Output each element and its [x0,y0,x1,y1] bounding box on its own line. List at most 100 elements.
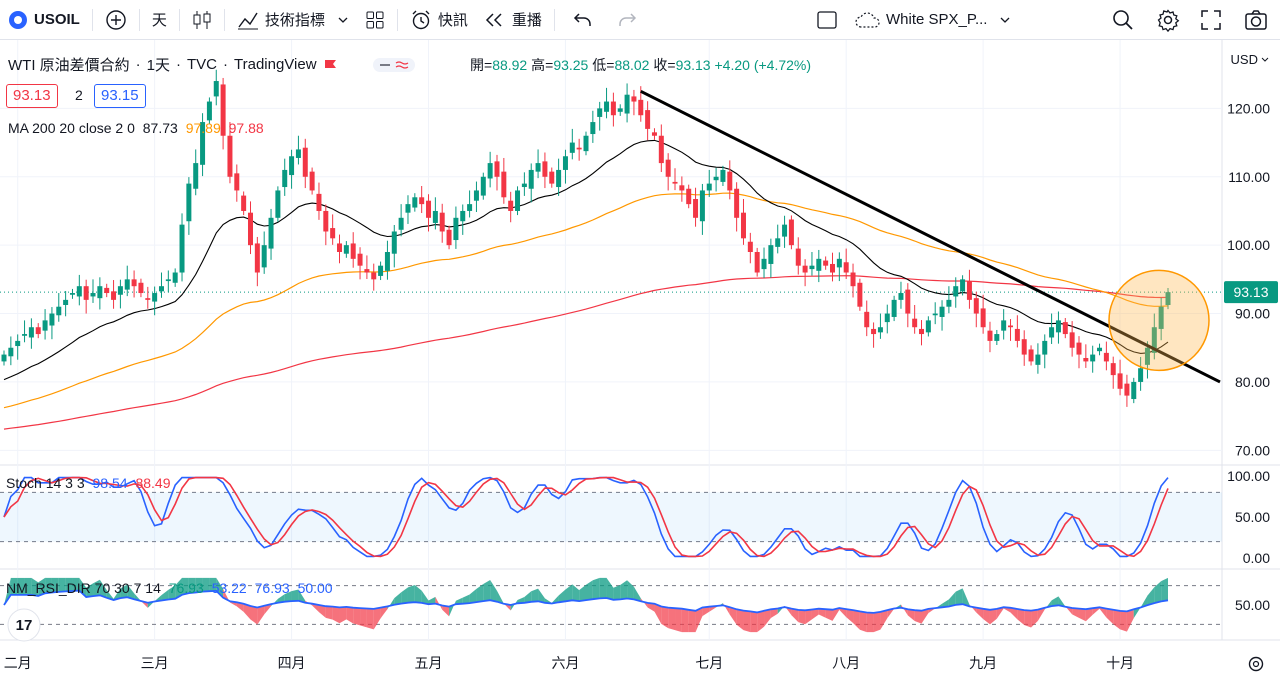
candle-body [1001,320,1007,331]
rsi-fill-segment [558,589,566,603]
candle-body [83,286,89,300]
candle-body [145,298,151,300]
rsi-fill-segment [1120,610,1127,632]
rsi-fill-segment [442,605,450,617]
candle-body [672,181,678,184]
legend-title: WTI 原油差價合約 [8,57,130,74]
candle-body [289,156,295,176]
sell-price-box[interactable]: 93.13 [6,84,58,108]
rsi-fill-segment [45,577,52,594]
rsi-fill-segment [681,608,689,633]
rsi-fill-segment [1017,609,1025,625]
chart-type-button[interactable] [184,0,220,40]
rsi-fill-segment [633,586,641,602]
rsi-fill-segment [743,610,751,633]
candle-body [343,245,349,254]
settings-button[interactable] [1146,0,1190,40]
buy-price-box[interactable]: 93.15 [94,84,146,108]
legend-interval: 1天 [146,57,170,74]
candle-body [460,210,466,222]
candle-body [213,81,219,97]
divider [223,8,225,31]
candle-body [768,245,774,264]
candle-body [1165,292,1171,305]
rsi-fill-segment [175,577,183,599]
candle-body [131,279,137,287]
interval-button[interactable]: 天 [151,12,167,29]
templates-button[interactable] [357,0,393,40]
candle-body [802,265,808,273]
last-price-badge [1224,281,1278,304]
candle-body [809,265,815,270]
rsi-fill-segment [339,606,347,624]
divider [91,8,93,31]
month-tick-label: 十月 [1106,655,1134,671]
trendline[interactable] [640,89,1221,384]
redo-button[interactable] [607,0,647,40]
indicators-button[interactable]: 技術指標 [229,0,357,40]
divider [553,8,555,31]
candle-body [665,159,671,177]
rewind-icon [485,12,502,27]
low-label: 低= [592,57,615,73]
rsi-fill-segment [469,588,477,604]
rsi-fill-segment [825,609,833,621]
grid-icon [366,11,384,28]
rsi-fill-segment [291,589,299,602]
rsi-fill-segment [51,577,59,593]
ma-value-black: 87.73 [142,120,178,136]
rsi-fill-segment [853,610,860,630]
candle-body [1069,332,1075,348]
candle-body [487,163,493,179]
chart-canvas[interactable]: 120.00 110.00 100.00 90.00 80.00 70.00 USD 二月 三月… [0,40,1280,679]
rsi-fill-segment [887,608,895,619]
rsi-fill-segment [250,606,258,625]
rsi-fill-segment [318,605,326,618]
candle-body [1097,347,1103,352]
rsi-legend[interactable]: NM_RSI_DIR 70 30 7 14 76.93 53.22 76.93 … [6,580,333,596]
candle-body [124,279,130,290]
time-axis-settings-icon[interactable] [1248,656,1264,672]
candle-body [686,188,692,205]
snapshot-button[interactable] [1232,0,1280,40]
stoch-k-value: 98.54 [92,475,128,491]
rsi-fill-segment [996,607,1004,619]
candle-body [309,171,315,191]
rsi-fill-segment [1106,608,1114,625]
fullscreen-button[interactable] [1190,0,1232,40]
rsi-fill-segment [1024,610,1032,628]
month-tick-label: 八月 [832,655,860,671]
flag-icon[interactable] [323,58,339,72]
legend-toggle[interactable] [372,57,415,72]
candle-body [1138,368,1144,382]
alert-button[interactable]: 快訊 [402,0,476,40]
candle-body [186,183,192,222]
symbol-search[interactable]: USOIL [0,0,88,40]
highlight-circle[interactable] [1108,269,1210,372]
rsi-fill-segment [654,603,662,624]
ma-legend[interactable]: MA 200 20 close 2 0 87.73 97.89 97.88 [8,120,264,136]
rsi-fill-segment [99,579,107,598]
rsi-fill-segment [1140,595,1148,608]
undo-button[interactable] [559,0,607,40]
user-drawings[interactable] [640,89,1221,384]
candle-body [371,272,377,280]
candle-body [1049,327,1055,338]
rsi-label: NM_RSI_DIR 70 30 7 14 [6,580,161,596]
candle-body [1,354,7,362]
stoch-legend[interactable]: Stoch 14 3 3 98.54 88.49 [6,475,171,491]
fullscreen-toggle[interactable] [808,0,846,40]
search-button[interactable] [1100,0,1146,40]
ma-value-red: 97.88 [228,120,264,136]
rsi-fill-segment [65,577,73,592]
layout-menu[interactable]: White SPX_P... [846,0,1019,40]
candle-body [925,320,931,333]
high-label: 高= [531,57,554,73]
ohlc-values: 開=88.92 高=93.25 低=88.02 收=93.13 +4.20 (+… [470,55,811,75]
replay-button[interactable]: 重播 [476,0,550,40]
rsi-fill-segment [592,577,600,600]
candle-body [261,245,267,268]
compare-button[interactable] [97,0,135,40]
rsi-fill-segment [1010,607,1018,620]
candle-body [631,96,637,102]
